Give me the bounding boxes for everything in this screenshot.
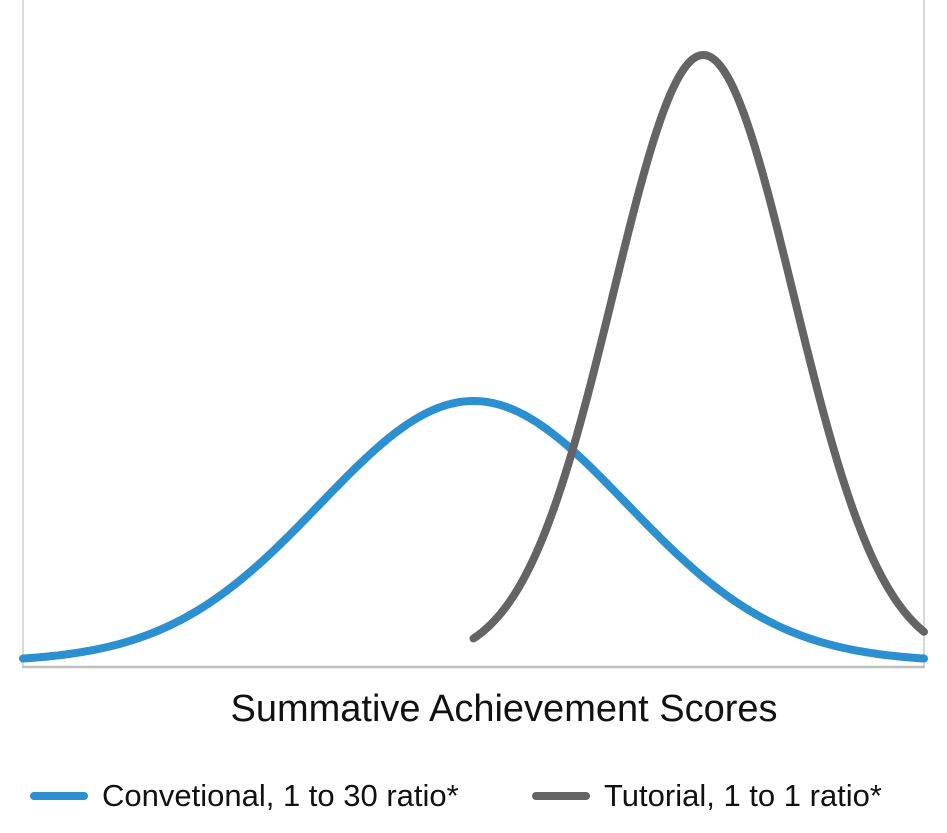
- legend-label-conventional: Convetional, 1 to 30 ratio*: [102, 778, 459, 813]
- legend: Convetional, 1 to 30 ratio* Tutorial, 1 …: [0, 772, 947, 820]
- legend-swatch-conventional: [30, 792, 88, 800]
- legend-label-tutorial: Tutorial, 1 to 1 ratio*: [604, 778, 882, 813]
- series-layer: [19, 51, 928, 663]
- x-axis-title: Summative Achievement Scores: [230, 688, 778, 730]
- legend-swatch-tutorial: [532, 792, 590, 800]
- legend-item-tutorial: Tutorial, 1 to 1 ratio*: [532, 772, 882, 820]
- series-line-conventional: [19, 396, 928, 663]
- series-line-tutorial: [469, 51, 928, 643]
- legend-item-conventional: Convetional, 1 to 30 ratio*: [30, 772, 459, 820]
